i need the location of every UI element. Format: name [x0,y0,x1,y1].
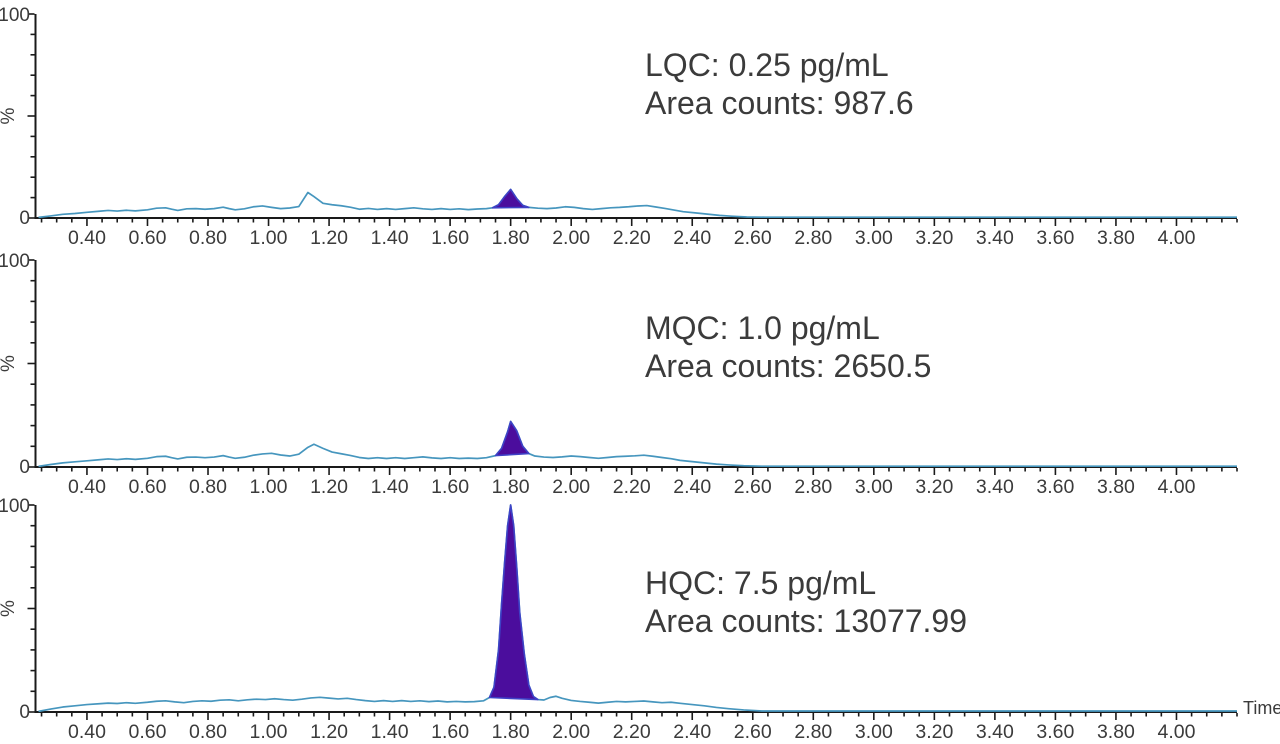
svg-text:3.60: 3.60 [1036,721,1074,743]
svg-text:0.40: 0.40 [68,227,106,249]
svg-text:3.80: 3.80 [1097,721,1135,743]
svg-text:1.80: 1.80 [492,721,530,743]
qc-annotation-hqc: HQC: 7.5 pg/mL Area counts: 13077.99 [645,564,967,640]
qc-annotation-lqc: LQC: 0.25 pg/mL Area counts: 987.6 [645,46,914,122]
svg-text:0.60: 0.60 [129,476,167,498]
svg-text:100: 100 [0,251,30,272]
svg-text:3.80: 3.80 [1097,227,1135,249]
qc-level-label: HQC: 7.5 pg/mL [645,565,877,601]
svg-text:1.00: 1.00 [250,476,288,498]
area-counts-label: Area counts: 2650.5 [645,348,932,384]
svg-text:3.60: 3.60 [1036,227,1074,249]
svg-text:3.40: 3.40 [976,476,1014,498]
svg-text:0.40: 0.40 [68,476,106,498]
svg-text:1.80: 1.80 [492,476,530,498]
svg-text:3.00: 3.00 [855,476,893,498]
svg-text:1.20: 1.20 [310,721,348,743]
svg-text:3.20: 3.20 [915,721,953,743]
analyte-peak-mqc [494,420,530,457]
svg-text:0.80: 0.80 [189,721,227,743]
svg-text:3.40: 3.40 [976,721,1014,743]
svg-text:%: % [0,107,19,124]
svg-text:3.20: 3.20 [915,227,953,249]
svg-text:2.80: 2.80 [794,476,832,498]
svg-text:4.00: 4.00 [1157,476,1195,498]
svg-text:1.80: 1.80 [492,227,530,249]
svg-text:0.60: 0.60 [129,227,167,249]
qc-level-label: LQC: 0.25 pg/mL [645,47,889,83]
svg-text:2.80: 2.80 [794,227,832,249]
panel-mqc: 0 100% 0.40 0.60 0.80 1.00 1.20 1.40 1.60 1.80 2.0… [0,251,1238,498]
svg-text:2.40: 2.40 [673,721,711,743]
svg-text:2.40: 2.40 [673,476,711,498]
svg-text:2.60: 2.60 [734,476,772,498]
svg-text:3.00: 3.00 [855,721,893,743]
analyte-peak-hqc [488,504,539,701]
svg-text:0: 0 [19,702,30,723]
svg-text:1.00: 1.00 [250,721,288,743]
svg-text:3.80: 3.80 [1097,476,1135,498]
svg-text:1.20: 1.20 [310,227,348,249]
svg-text:3.20: 3.20 [915,476,953,498]
svg-text:0.40: 0.40 [68,721,106,743]
svg-text:1.60: 1.60 [431,721,469,743]
x-axis-title: Time [1243,698,1280,718]
svg-text:2.20: 2.20 [613,721,651,743]
svg-text:0.60: 0.60 [129,721,167,743]
qc-annotation-mqc: MQC: 1.0 pg/mL Area counts: 2650.5 [645,309,931,385]
qc-level-label: MQC: 1.0 pg/mL [645,310,880,346]
panel-lqc: 0 100% 0.40 0.60 0.80 1.00 1.20 1.40 1.60 1.80 2.0… [0,5,1238,249]
svg-text:2.80: 2.80 [794,721,832,743]
svg-text:1.60: 1.60 [431,476,469,498]
svg-text:1.60: 1.60 [431,227,469,249]
svg-text:3.60: 3.60 [1036,476,1074,498]
svg-text:4.00: 4.00 [1157,721,1195,743]
svg-text:2.00: 2.00 [552,721,590,743]
svg-text:%: % [0,600,19,617]
area-counts-label: Area counts: 13077.99 [645,603,968,639]
svg-text:0: 0 [19,208,30,229]
svg-text:2.00: 2.00 [552,476,590,498]
svg-text:2.00: 2.00 [552,227,590,249]
svg-text:100: 100 [0,5,30,26]
svg-text:100: 100 [0,496,30,517]
svg-text:0.80: 0.80 [189,476,227,498]
svg-text:2.60: 2.60 [734,721,772,743]
area-counts-label: Area counts: 987.6 [645,85,914,121]
svg-text:2.60: 2.60 [734,227,772,249]
svg-text:1.40: 1.40 [371,721,409,743]
svg-text:3.00: 3.00 [855,227,893,249]
svg-text:4.00: 4.00 [1157,227,1195,249]
svg-text:1.00: 1.00 [250,227,288,249]
panel-hqc: 0 100% 0.40 0.60 0.80 1.00 1.20 1.40 1.60 1.80 2.0… [0,496,1238,743]
svg-text:1.40: 1.40 [371,227,409,249]
svg-text:1.40: 1.40 [371,476,409,498]
svg-text:1.20: 1.20 [310,476,348,498]
svg-text:2.20: 2.20 [613,476,651,498]
svg-text:0.80: 0.80 [189,227,227,249]
svg-text:0: 0 [19,457,30,478]
svg-text:2.20: 2.20 [613,227,651,249]
analyte-peak-lqc [491,188,530,209]
svg-text:3.40: 3.40 [976,227,1014,249]
svg-text:%: % [0,355,19,372]
svg-text:2.40: 2.40 [673,227,711,249]
